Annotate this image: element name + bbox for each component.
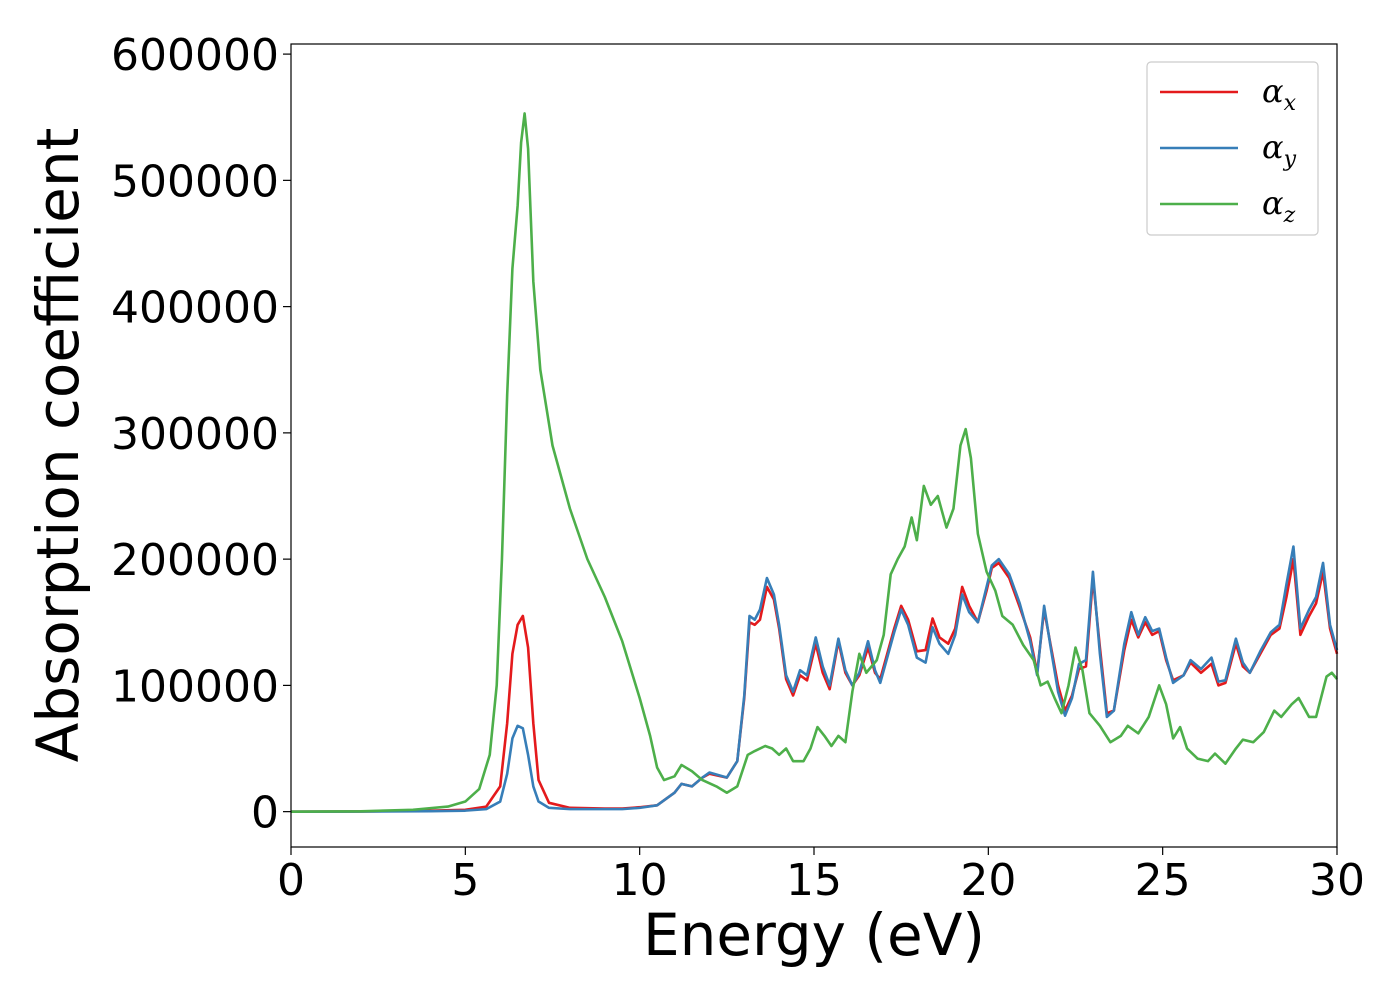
x-tick-label: 0: [277, 855, 305, 906]
y-tick-label: 0: [251, 788, 279, 839]
y-tick-label: 500000: [111, 156, 279, 207]
x-tick-label: 10: [612, 855, 668, 906]
y-tick-label: 600000: [111, 30, 279, 81]
y-tick-label: 300000: [111, 409, 279, 460]
x-tick-label: 15: [786, 855, 842, 906]
y-axis-label: Absorption coefficient: [24, 128, 92, 763]
legend-subscript-x: x: [1284, 91, 1297, 116]
legend-subscript-y: y: [1283, 147, 1297, 172]
legend-label-z: αz: [1262, 184, 1296, 228]
x-axis: 0 5 10 15 20 25 30: [277, 847, 1365, 906]
y-tick-label: 100000: [111, 661, 279, 712]
series-line-x: [290, 557, 1339, 813]
y-tick-label: 200000: [111, 535, 279, 586]
series-line-y: [290, 545, 1339, 813]
y-tick-label: 400000: [111, 283, 279, 334]
series-line-z: [290, 112, 1339, 813]
x-tick-label: 25: [1135, 855, 1191, 906]
y-axis: 0 100000 200000 300000 400000 500000 600000: [111, 30, 291, 839]
x-tick-label: 20: [960, 855, 1016, 906]
legend-subscript-z: z: [1283, 203, 1296, 228]
x-tick-label: 30: [1309, 855, 1365, 906]
series-layer: [290, 112, 1339, 813]
x-axis-label: Energy (eV): [643, 901, 985, 969]
x-tick-label: 5: [451, 855, 479, 906]
